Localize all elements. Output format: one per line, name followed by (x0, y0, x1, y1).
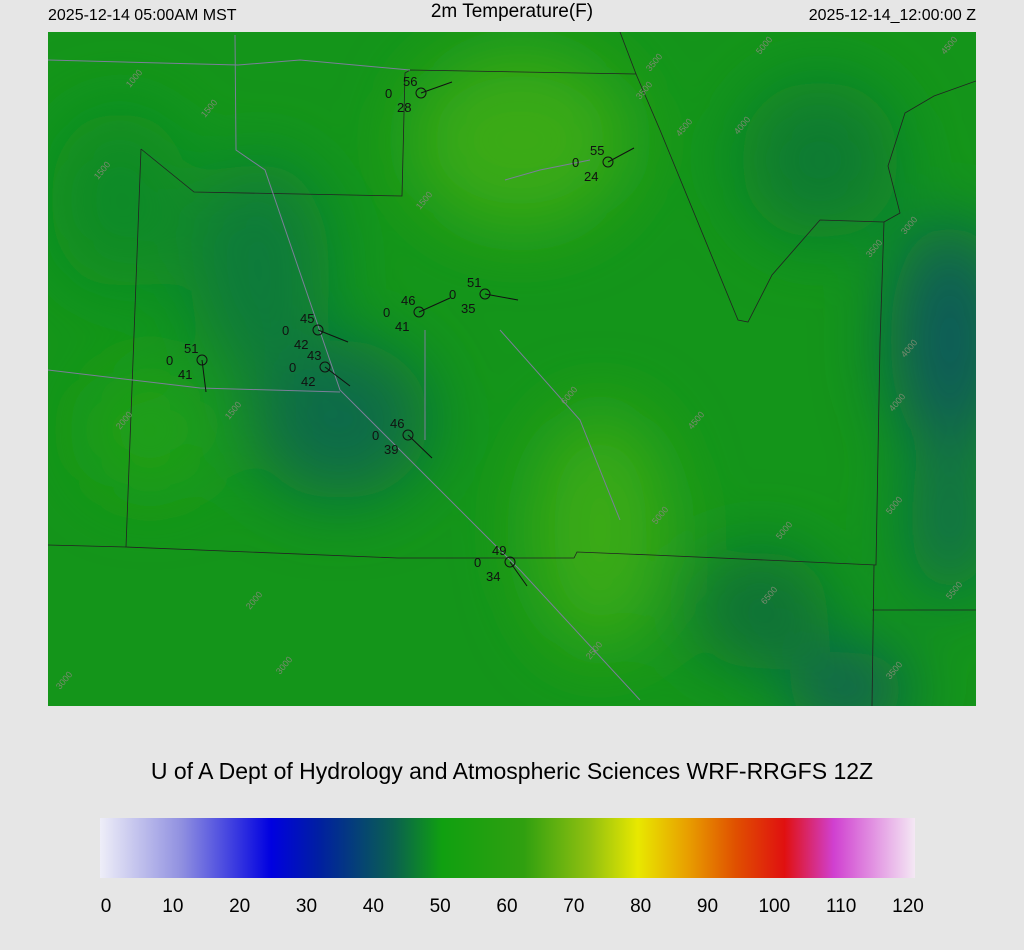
cloud-cover: 0 (166, 353, 173, 368)
station-circle (415, 87, 427, 99)
colorbar-tick-label: 60 (496, 896, 517, 917)
dewpoint: 28 (397, 100, 411, 115)
cloud-cover: 0 (572, 155, 579, 170)
cloud-cover: 0 (282, 323, 289, 338)
valid-time-utc: 2025-12-14_12:00:00 Z (809, 7, 976, 24)
station-plots: 56 0 28 55 0 24 51 0 35 46 0 41 45 0 42 51 0 41 43 0 42 46 0 39… (166, 74, 635, 587)
station-circle (402, 429, 414, 441)
map-title: 2m Temperature(F) (431, 1, 593, 22)
temperature: 51 (467, 275, 481, 290)
cloud-cover: 0 (474, 555, 481, 570)
temperature: 46 (401, 293, 415, 308)
station-circle (312, 324, 324, 336)
temperature: 56 (403, 74, 417, 89)
colorbar-tick-label: 70 (563, 896, 584, 917)
dewpoint: 24 (584, 169, 598, 184)
station-circle (602, 156, 614, 168)
colorbar-tick-label: 10 (162, 896, 183, 917)
colorbar-tick-label: 40 (363, 896, 384, 917)
dewpoint: 34 (486, 569, 500, 584)
colorbar (100, 818, 915, 878)
cloud-cover: 0 (372, 428, 379, 443)
wind-barb (484, 293, 519, 301)
county-lines (48, 32, 976, 706)
temperature: 43 (307, 348, 321, 363)
temperature: 55 (590, 143, 604, 158)
temperature: 46 (390, 416, 404, 431)
wind-barb (317, 329, 349, 343)
colorbar-tick-label: 50 (430, 896, 451, 917)
colorbar-tick-label: 120 (892, 896, 924, 917)
temperature: 49 (492, 543, 506, 558)
dewpoint: 41 (178, 367, 192, 382)
wind-barb (607, 147, 635, 163)
temperature: 45 (300, 311, 314, 326)
colorbar-tick-label: 0 (101, 896, 112, 917)
station-circle (504, 556, 516, 568)
wind-barb (201, 359, 207, 393)
colorbar-tick-label: 90 (697, 896, 718, 917)
cloud-cover: 0 (385, 86, 392, 101)
cloud-cover: 0 (289, 360, 296, 375)
wind-barb (418, 297, 451, 313)
colorbar-tick-label: 110 (826, 896, 856, 917)
wind-barb (407, 434, 433, 459)
map (48, 32, 976, 706)
station-circle (196, 354, 208, 366)
colorbar-tick-label: 30 (296, 896, 317, 917)
wind-barb (420, 81, 453, 94)
colorbar-tick-label: 100 (758, 896, 790, 917)
dewpoint: 42 (301, 374, 315, 389)
valid-time-local: 2025-12-14 05:00AM MST (48, 7, 237, 24)
station-circle (319, 361, 331, 373)
dewpoint: 39 (384, 442, 398, 457)
cloud-cover: 0 (449, 287, 456, 302)
colorbar-tick-label: 20 (229, 896, 250, 917)
dewpoint: 35 (461, 301, 475, 316)
wind-barb (509, 561, 528, 587)
credit-line: U of A Dept of Hydrology and Atmospheric… (151, 758, 873, 784)
station-circle (413, 306, 425, 318)
dewpoint: 41 (395, 319, 409, 334)
colorbar-ticks: 0 10 20 30 40 50 60 70 80 90 100 110 120 (101, 896, 924, 917)
cloud-cover: 0 (383, 305, 390, 320)
wind-barb (324, 366, 351, 387)
station-circle (479, 288, 491, 300)
temperature: 51 (184, 341, 198, 356)
colorbar-tick-label: 80 (630, 896, 651, 917)
roads (48, 34, 641, 701)
dewpoint: 42 (294, 337, 308, 352)
